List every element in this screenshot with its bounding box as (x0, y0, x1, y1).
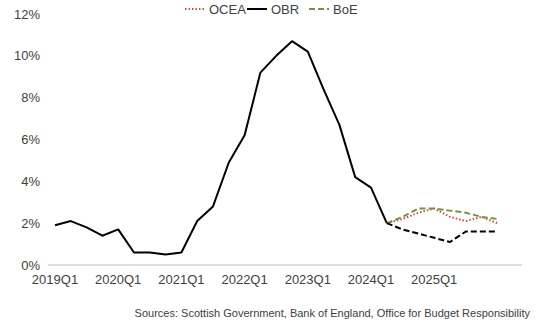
y-tick-label: 12% (14, 7, 40, 22)
series-line (387, 209, 498, 224)
legend-swatch (309, 8, 329, 10)
y-tick-label: 10% (14, 48, 40, 63)
legend: OCEA OBR BoE (185, 2, 358, 17)
y-tick-label: 0% (21, 258, 40, 273)
legend-swatch (185, 8, 205, 10)
y-tick-label: 8% (21, 90, 40, 105)
y-tick-label: 4% (21, 174, 40, 189)
x-tick-label: 2023Q1 (285, 272, 331, 287)
legend-label: OBR (271, 2, 299, 17)
y-tick-label: 2% (21, 216, 40, 231)
x-axis-line (48, 265, 522, 266)
series-line (387, 223, 498, 242)
legend-swatch (247, 8, 267, 10)
source: Sources: Scottish Government, Bank of En… (135, 307, 531, 319)
series-line (55, 41, 387, 254)
y-axis-line (48, 14, 49, 265)
legend-label: BoE (333, 2, 358, 17)
y-tick-label: 6% (21, 132, 40, 147)
series-line (387, 209, 498, 224)
legend-label: OCEA (209, 2, 246, 17)
x-tick-label: 2019Q1 (32, 272, 78, 287)
x-tick-label: 2022Q1 (221, 272, 267, 287)
x-tick-label: 2025Q1 (411, 272, 457, 287)
x-tick-label: 2020Q1 (95, 272, 141, 287)
chart: 0% 2% 4% 6% 8% 10% 12% 2019Q1 2020Q1 2021Q1 2022Q1… (0, 0, 536, 328)
series-group (55, 41, 497, 254)
x-tick-label: 2021Q1 (158, 272, 204, 287)
x-tick-label: 2024Q1 (348, 272, 394, 287)
